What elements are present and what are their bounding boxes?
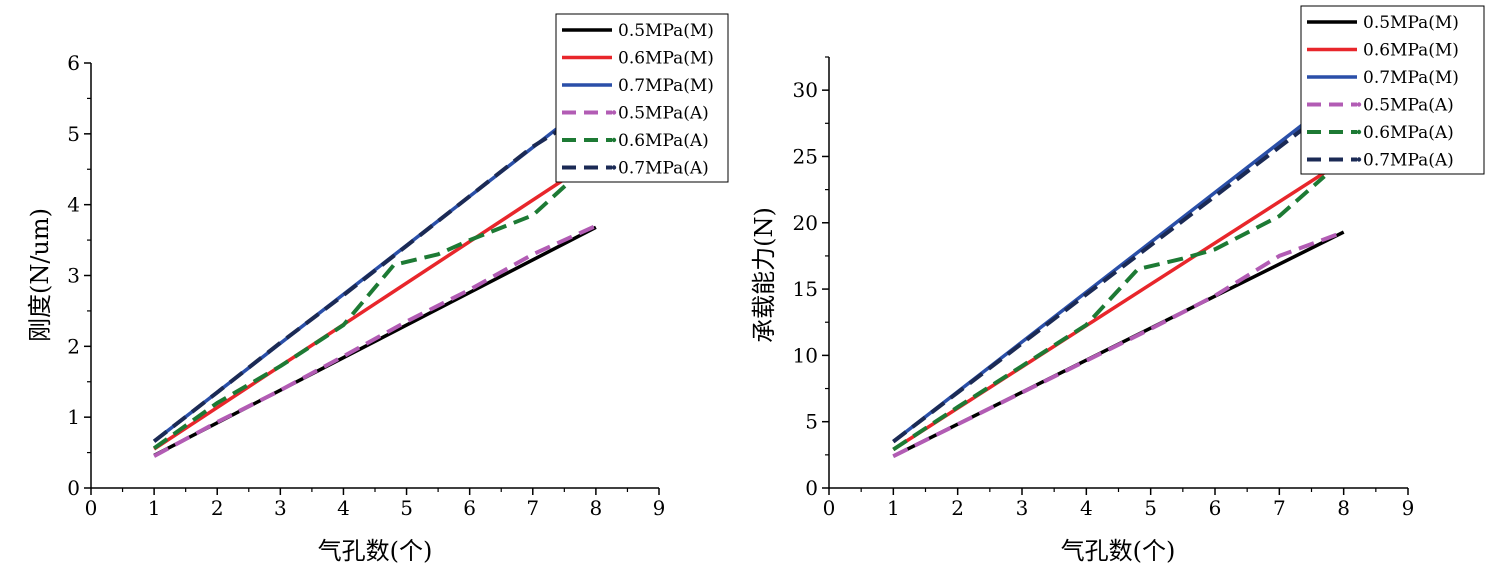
y-tick-label: 1 — [67, 405, 80, 429]
x-axis-title: 气孔数(个) — [318, 537, 433, 565]
legend-label: 0.5MPa(M) — [1363, 13, 1459, 33]
series-line-4 — [892, 230, 1345, 458]
x-tick-label: 5 — [400, 496, 413, 520]
x-tick-label: 6 — [463, 496, 476, 520]
x-tick-label: 3 — [274, 496, 287, 520]
series-line-5 — [892, 174, 1326, 452]
y-tick-label: 25 — [793, 144, 818, 168]
x-tick-label: 5 — [1144, 496, 1157, 520]
chart-1: 0 1 2 3 4 5 6 7 8 9 0 1 2 3 4 5 6 气孔数(个) 刚度(N/um) 0.5MPa(M)… — [26, 13, 729, 565]
y-axis-title: 刚度(N/um) — [26, 208, 54, 342]
x-tick-label: 8 — [1337, 496, 1350, 520]
legend: 0.5MPa(M) 0.6MPa(M) 0.7MPa(M) 0.5MPa(A) 0.6M… — [1300, 5, 1485, 175]
legend-label: 0.7MPa(M) — [1363, 68, 1459, 88]
legend-marker — [1356, 129, 1362, 135]
series-line-2 — [153, 157, 597, 451]
series-line-6 — [152, 125, 566, 443]
legend-marker — [611, 165, 617, 170]
legend-label: 0.5MPa(A) — [618, 104, 709, 124]
y-tick-label: 5 — [67, 122, 80, 146]
series-line-3 — [892, 91, 1345, 443]
x-tick-label: 3 — [1016, 496, 1029, 520]
series-line-5 — [152, 167, 585, 450]
legend-label: 0.6MPa(A) — [1363, 123, 1454, 143]
y-tick-label: 0 — [805, 476, 818, 500]
legend-label: 0.6MPa(M) — [618, 49, 714, 69]
chart-2: 0 1 2 3 4 5 6 7 8 9 0 5 10 15 20 25 30 气孔数(个) 承载能力(N) 0.5MP… — [750, 5, 1485, 565]
x-tick-label: 4 — [337, 496, 350, 520]
legend-label: 0.7MPa(M) — [618, 76, 714, 96]
y-axis-title: 承载能力(N) — [750, 207, 778, 343]
legend: 0.5MPa(M) 0.6MPa(M) 0.7MPa(M) 0.5MPa(A) 0.6M… — [555, 13, 729, 183]
y-tick-label: 30 — [793, 78, 818, 102]
x-tick-label: 7 — [1273, 496, 1286, 520]
y-tick-label: 4 — [67, 193, 80, 217]
legend-box — [555, 13, 729, 183]
legend-box — [1300, 5, 1485, 175]
x-tick-label: 2 — [951, 496, 964, 520]
legend-label: 0.7MPa(A) — [1363, 151, 1454, 171]
legend-marker — [611, 110, 617, 115]
x-tick-label: 7 — [526, 496, 539, 520]
legend-label: 0.5MPa(M) — [618, 21, 714, 41]
legend-label: 0.6MPa(A) — [618, 131, 709, 151]
x-tick-label: 9 — [653, 496, 666, 520]
x-tick-label: 6 — [1209, 496, 1222, 520]
legend-label: 0.6MPa(M) — [1363, 41, 1459, 61]
series-line-6 — [892, 125, 1307, 444]
y-tick-label: 3 — [67, 264, 80, 288]
y-tick-label: 10 — [793, 343, 818, 367]
y-tick-label: 20 — [793, 211, 818, 235]
legend-label: 0.5MPa(A) — [1363, 96, 1454, 116]
x-tick-label: 0 — [85, 496, 98, 520]
series-line-2 — [892, 158, 1345, 451]
x-tick-label: 0 — [823, 496, 836, 520]
x-tick-label: 2 — [211, 496, 224, 520]
x-tick-label: 1 — [887, 496, 900, 520]
y-tick-label: 15 — [793, 277, 818, 301]
x-tick-label: 8 — [590, 496, 603, 520]
x-tick-label: 1 — [148, 496, 161, 520]
legend-marker — [611, 137, 617, 143]
x-axis-title: 气孔数(个) — [1061, 537, 1176, 565]
y-tick-label: 6 — [67, 51, 80, 75]
series-line-4 — [153, 224, 597, 458]
y-tick-label: 5 — [805, 410, 818, 434]
x-tick-label: 9 — [1402, 496, 1415, 520]
legend-label: 0.7MPa(A) — [618, 159, 709, 179]
x-tick-label: 4 — [1080, 496, 1093, 520]
legend-marker — [1356, 102, 1362, 107]
y-tick-label: 0 — [67, 476, 80, 500]
y-tick-label: 2 — [67, 334, 80, 358]
legend-marker — [1356, 157, 1362, 162]
